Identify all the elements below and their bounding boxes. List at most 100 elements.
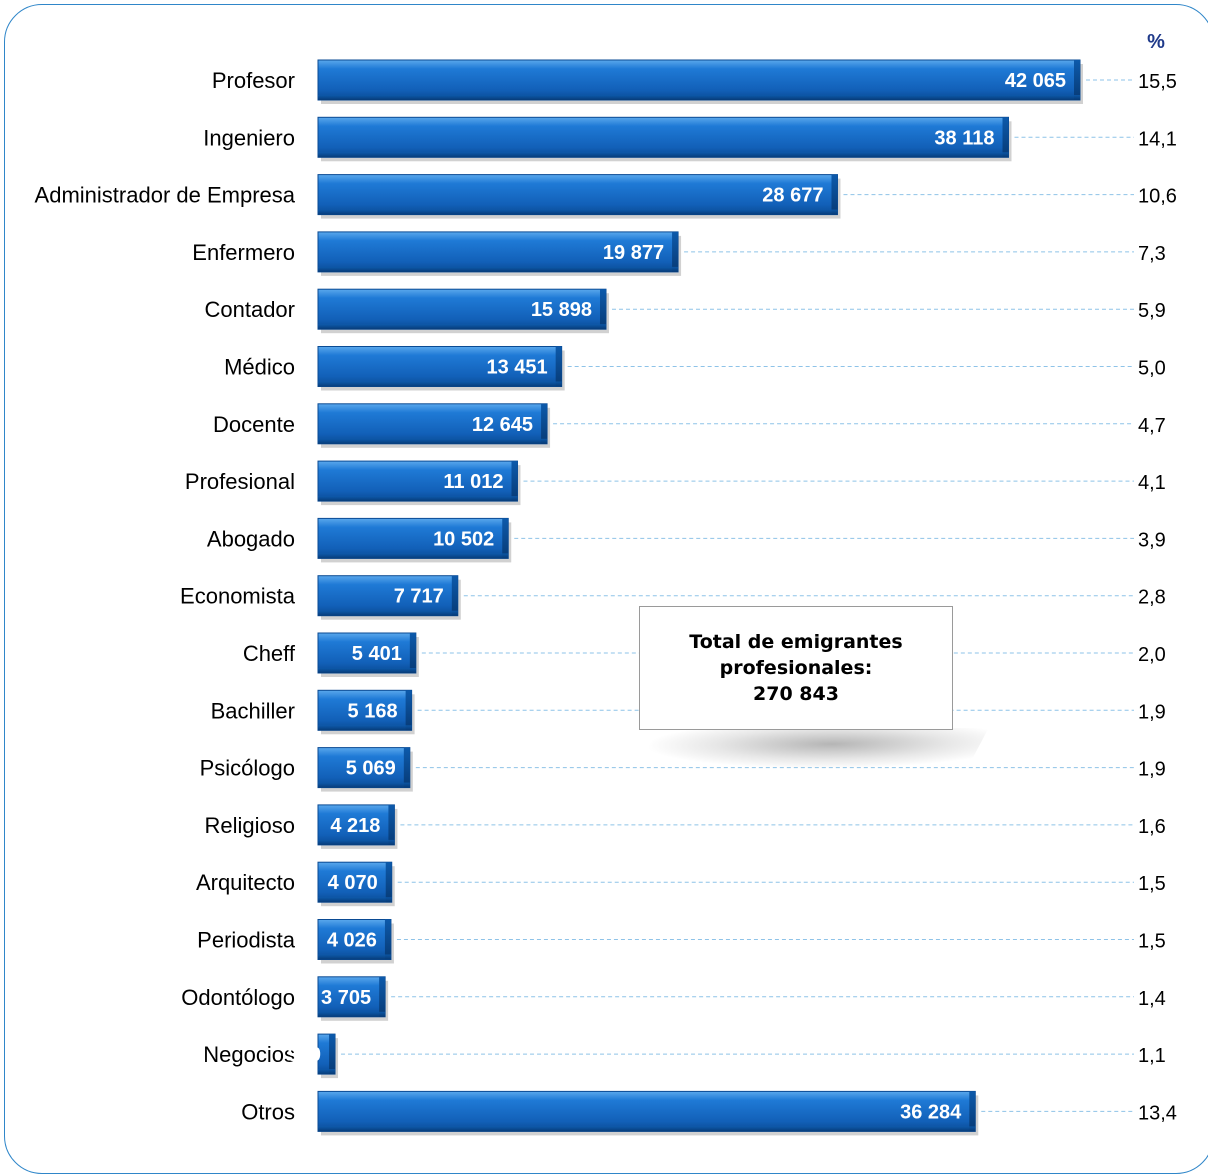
value-label: 7 717 xyxy=(394,586,444,608)
category-label: Odontólogo xyxy=(181,985,295,1010)
bar-end-bevel xyxy=(555,346,562,387)
percent-label: 5,0 xyxy=(1138,358,1166,380)
percent-label: 10,6 xyxy=(1138,186,1177,208)
value-label: 5 069 xyxy=(346,758,396,780)
bar-bottom-bevel xyxy=(318,266,679,272)
category-label: Profesional xyxy=(185,469,295,494)
bar-bottom-bevel xyxy=(318,1126,976,1132)
category-label: Periodista xyxy=(197,928,296,953)
bar xyxy=(317,460,518,502)
bar-row: Economista 7 717 2,8 xyxy=(180,575,1166,620)
bar-end-bevel xyxy=(502,518,509,559)
category-label: Médico xyxy=(224,355,295,380)
annotation-shadow xyxy=(637,728,989,768)
percent-label: 14,1 xyxy=(1138,128,1177,150)
bar-row: Médico 13 451 5,0 xyxy=(224,346,1166,391)
value-label: 11 012 xyxy=(443,471,503,493)
percent-label: 1,4 xyxy=(1138,988,1166,1010)
category-label: Otros xyxy=(241,1099,295,1124)
value-label: 19 877 xyxy=(603,242,664,264)
bar-bottom-bevel xyxy=(318,496,518,502)
bar-end-bevel xyxy=(384,919,391,960)
value-label: 28 677 xyxy=(762,185,823,207)
bar-end-bevel xyxy=(388,804,395,845)
bar xyxy=(317,174,838,216)
category-label: Economista xyxy=(180,584,296,609)
bar xyxy=(317,632,417,674)
bar-end-bevel xyxy=(1002,117,1009,158)
value-label: 4 026 xyxy=(327,930,377,952)
percent-label: 1,9 xyxy=(1138,701,1166,723)
value-label: 36 284 xyxy=(900,1101,962,1123)
bar xyxy=(317,116,1010,158)
bar-row: Religioso 4 218 1,6 xyxy=(205,804,1166,849)
category-label: Enfermero xyxy=(192,240,295,265)
bar-end-bevel xyxy=(599,289,606,330)
category-label: Profesor xyxy=(212,68,295,93)
bar-bottom-bevel xyxy=(318,152,1009,158)
bar xyxy=(317,59,1081,101)
bar-row: Bachiller 5 168 1,9 xyxy=(211,689,1166,735)
bar-end-bevel xyxy=(403,747,410,788)
bar xyxy=(317,231,679,273)
bar-row: Profesor 42 065 15,5 xyxy=(212,59,1177,104)
bar-bottom-bevel xyxy=(318,782,410,788)
bar-end-bevel xyxy=(409,633,416,673)
bar xyxy=(317,804,395,846)
bar-bottom-bevel xyxy=(318,209,838,215)
bar-end-bevel xyxy=(831,174,838,215)
bar-row: Cheff 5 401 2,0 xyxy=(243,632,1166,677)
bar-end-bevel xyxy=(405,690,412,731)
percent-label: 1,5 xyxy=(1138,873,1166,895)
value-label: 38 118 xyxy=(934,127,994,149)
bar-bottom-bevel xyxy=(318,324,606,330)
percent-label: 4,7 xyxy=(1138,415,1166,437)
value-label: 4 218 xyxy=(330,815,380,837)
category-label: Administrador de Empresa xyxy=(35,183,296,208)
annotation-total-value: 270 843 xyxy=(753,683,839,705)
bar-bottom-bevel xyxy=(318,1011,386,1017)
value-label: 3 705 xyxy=(321,987,371,1009)
bar-end-bevel xyxy=(451,575,458,616)
value-label: 5 168 xyxy=(348,700,398,722)
percent-label: 1,6 xyxy=(1138,816,1166,838)
percent-label: 5,9 xyxy=(1138,300,1166,322)
percent-label: 2,0 xyxy=(1138,644,1166,666)
value-label: 10 502 xyxy=(433,528,494,550)
total-annotation-box: Total de emigrantes profesionales: 270 8… xyxy=(639,606,953,730)
bar xyxy=(317,1090,976,1132)
category-label: Abogado xyxy=(207,526,295,551)
value-label: 4 070 xyxy=(328,872,378,894)
bar-row: Ingeniero 38 118 14,1 xyxy=(203,116,1177,162)
bar-bottom-bevel xyxy=(318,1069,336,1075)
bar-end-bevel xyxy=(672,231,679,272)
category-label: Negocios xyxy=(203,1042,295,1067)
bar-row: Abogado 10 502 3,9 xyxy=(207,517,1166,563)
bar-end-bevel xyxy=(511,461,518,502)
bar-end-bevel xyxy=(379,976,386,1017)
bar-bottom-bevel xyxy=(318,610,458,616)
bar-bottom-bevel xyxy=(318,95,1080,100)
bar-bottom-bevel xyxy=(318,897,392,903)
bar-bottom-bevel xyxy=(318,668,416,673)
bar-bottom-bevel xyxy=(318,553,509,559)
category-label: Contador xyxy=(204,297,295,322)
percent-label: 3,9 xyxy=(1138,529,1166,551)
bar-row: Enfermero 19 877 7,3 xyxy=(192,231,1166,276)
category-label: Psicólogo xyxy=(200,756,295,781)
bar-row: Arquitecto 4 070 1,5 xyxy=(196,861,1166,907)
value-label: 13 451 xyxy=(486,357,547,379)
bar xyxy=(317,403,548,445)
bar xyxy=(317,288,607,330)
percent-label: 1,1 xyxy=(1138,1045,1166,1067)
percent-header: % xyxy=(1147,31,1165,53)
percent-label: 2,8 xyxy=(1138,587,1166,609)
category-label: Religioso xyxy=(205,813,296,838)
bar-row: Periodista 4 026 1,5 xyxy=(197,919,1166,964)
bar-row: Contador 15 898 5,9 xyxy=(204,288,1166,334)
annotation-line-1: Total de emigrantes xyxy=(689,631,903,653)
percent-label: 15,5 xyxy=(1138,71,1177,93)
value-label: 12 645 xyxy=(472,414,533,436)
